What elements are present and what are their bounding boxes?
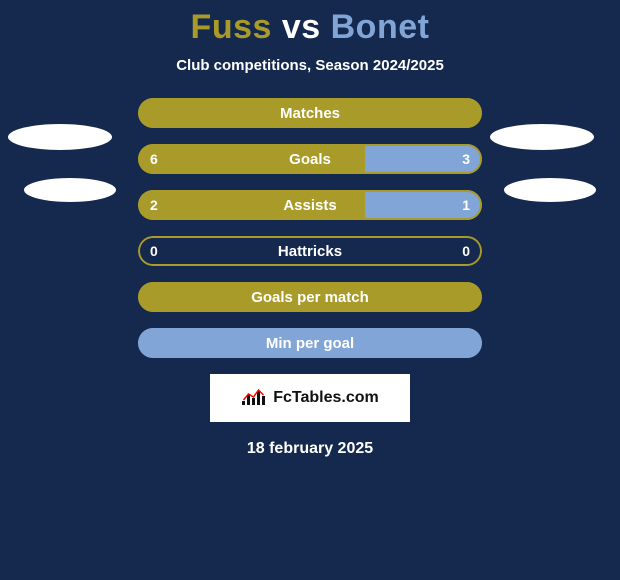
avatar-placeholder bbox=[8, 124, 112, 150]
stat-bar-label: Assists bbox=[138, 190, 482, 220]
stat-bar-label: Matches bbox=[138, 98, 482, 128]
stat-bar: Assists2 1 bbox=[138, 190, 482, 220]
stat-bar-label: Goals per match bbox=[138, 282, 482, 312]
title-player2: Bonet bbox=[331, 8, 430, 46]
stat-bar-label: Hattricks bbox=[138, 236, 482, 266]
avatar-placeholder bbox=[24, 178, 116, 202]
stat-bar-label: Goals bbox=[138, 144, 482, 174]
logo-chart-icon bbox=[241, 386, 267, 411]
stat-bar: Goals per match bbox=[138, 282, 482, 312]
avatar-placeholder bbox=[490, 124, 594, 150]
stat-bar-value-left: 6 bbox=[150, 144, 158, 174]
title-player1: Fuss bbox=[191, 8, 272, 46]
date-label: 18 february 2025 bbox=[0, 440, 620, 458]
logo-box: FcTables.com bbox=[210, 374, 410, 422]
subtitle: Club competitions, Season 2024/2025 bbox=[0, 57, 620, 74]
stat-bar-value-right: 3 bbox=[462, 144, 470, 174]
stat-bar-value-right: 1 bbox=[462, 190, 470, 220]
stat-bar: Hattricks0 0 bbox=[138, 236, 482, 266]
page-title: Fuss vs Bonet bbox=[0, 0, 620, 47]
stat-bar-value-left: 2 bbox=[150, 190, 158, 220]
avatar-placeholder bbox=[504, 178, 596, 202]
stat-bar: Goals6 3 bbox=[138, 144, 482, 174]
stats-bars: Matches Goals6 3 Assists2 1 Hattricks0 0 Goals … bbox=[138, 98, 482, 358]
title-vs: vs bbox=[272, 8, 331, 46]
stat-bar: Matches bbox=[138, 98, 482, 128]
stat-bar-value-right: 0 bbox=[462, 236, 470, 266]
comparison-infographic: Fuss vs Bonet Club competitions, Season … bbox=[0, 0, 620, 580]
stat-bar-value-left: 0 bbox=[150, 236, 158, 266]
stat-bar: Min per goal bbox=[138, 328, 482, 358]
stat-bar-label: Min per goal bbox=[138, 328, 482, 358]
logo-text: FcTables.com bbox=[273, 389, 379, 407]
